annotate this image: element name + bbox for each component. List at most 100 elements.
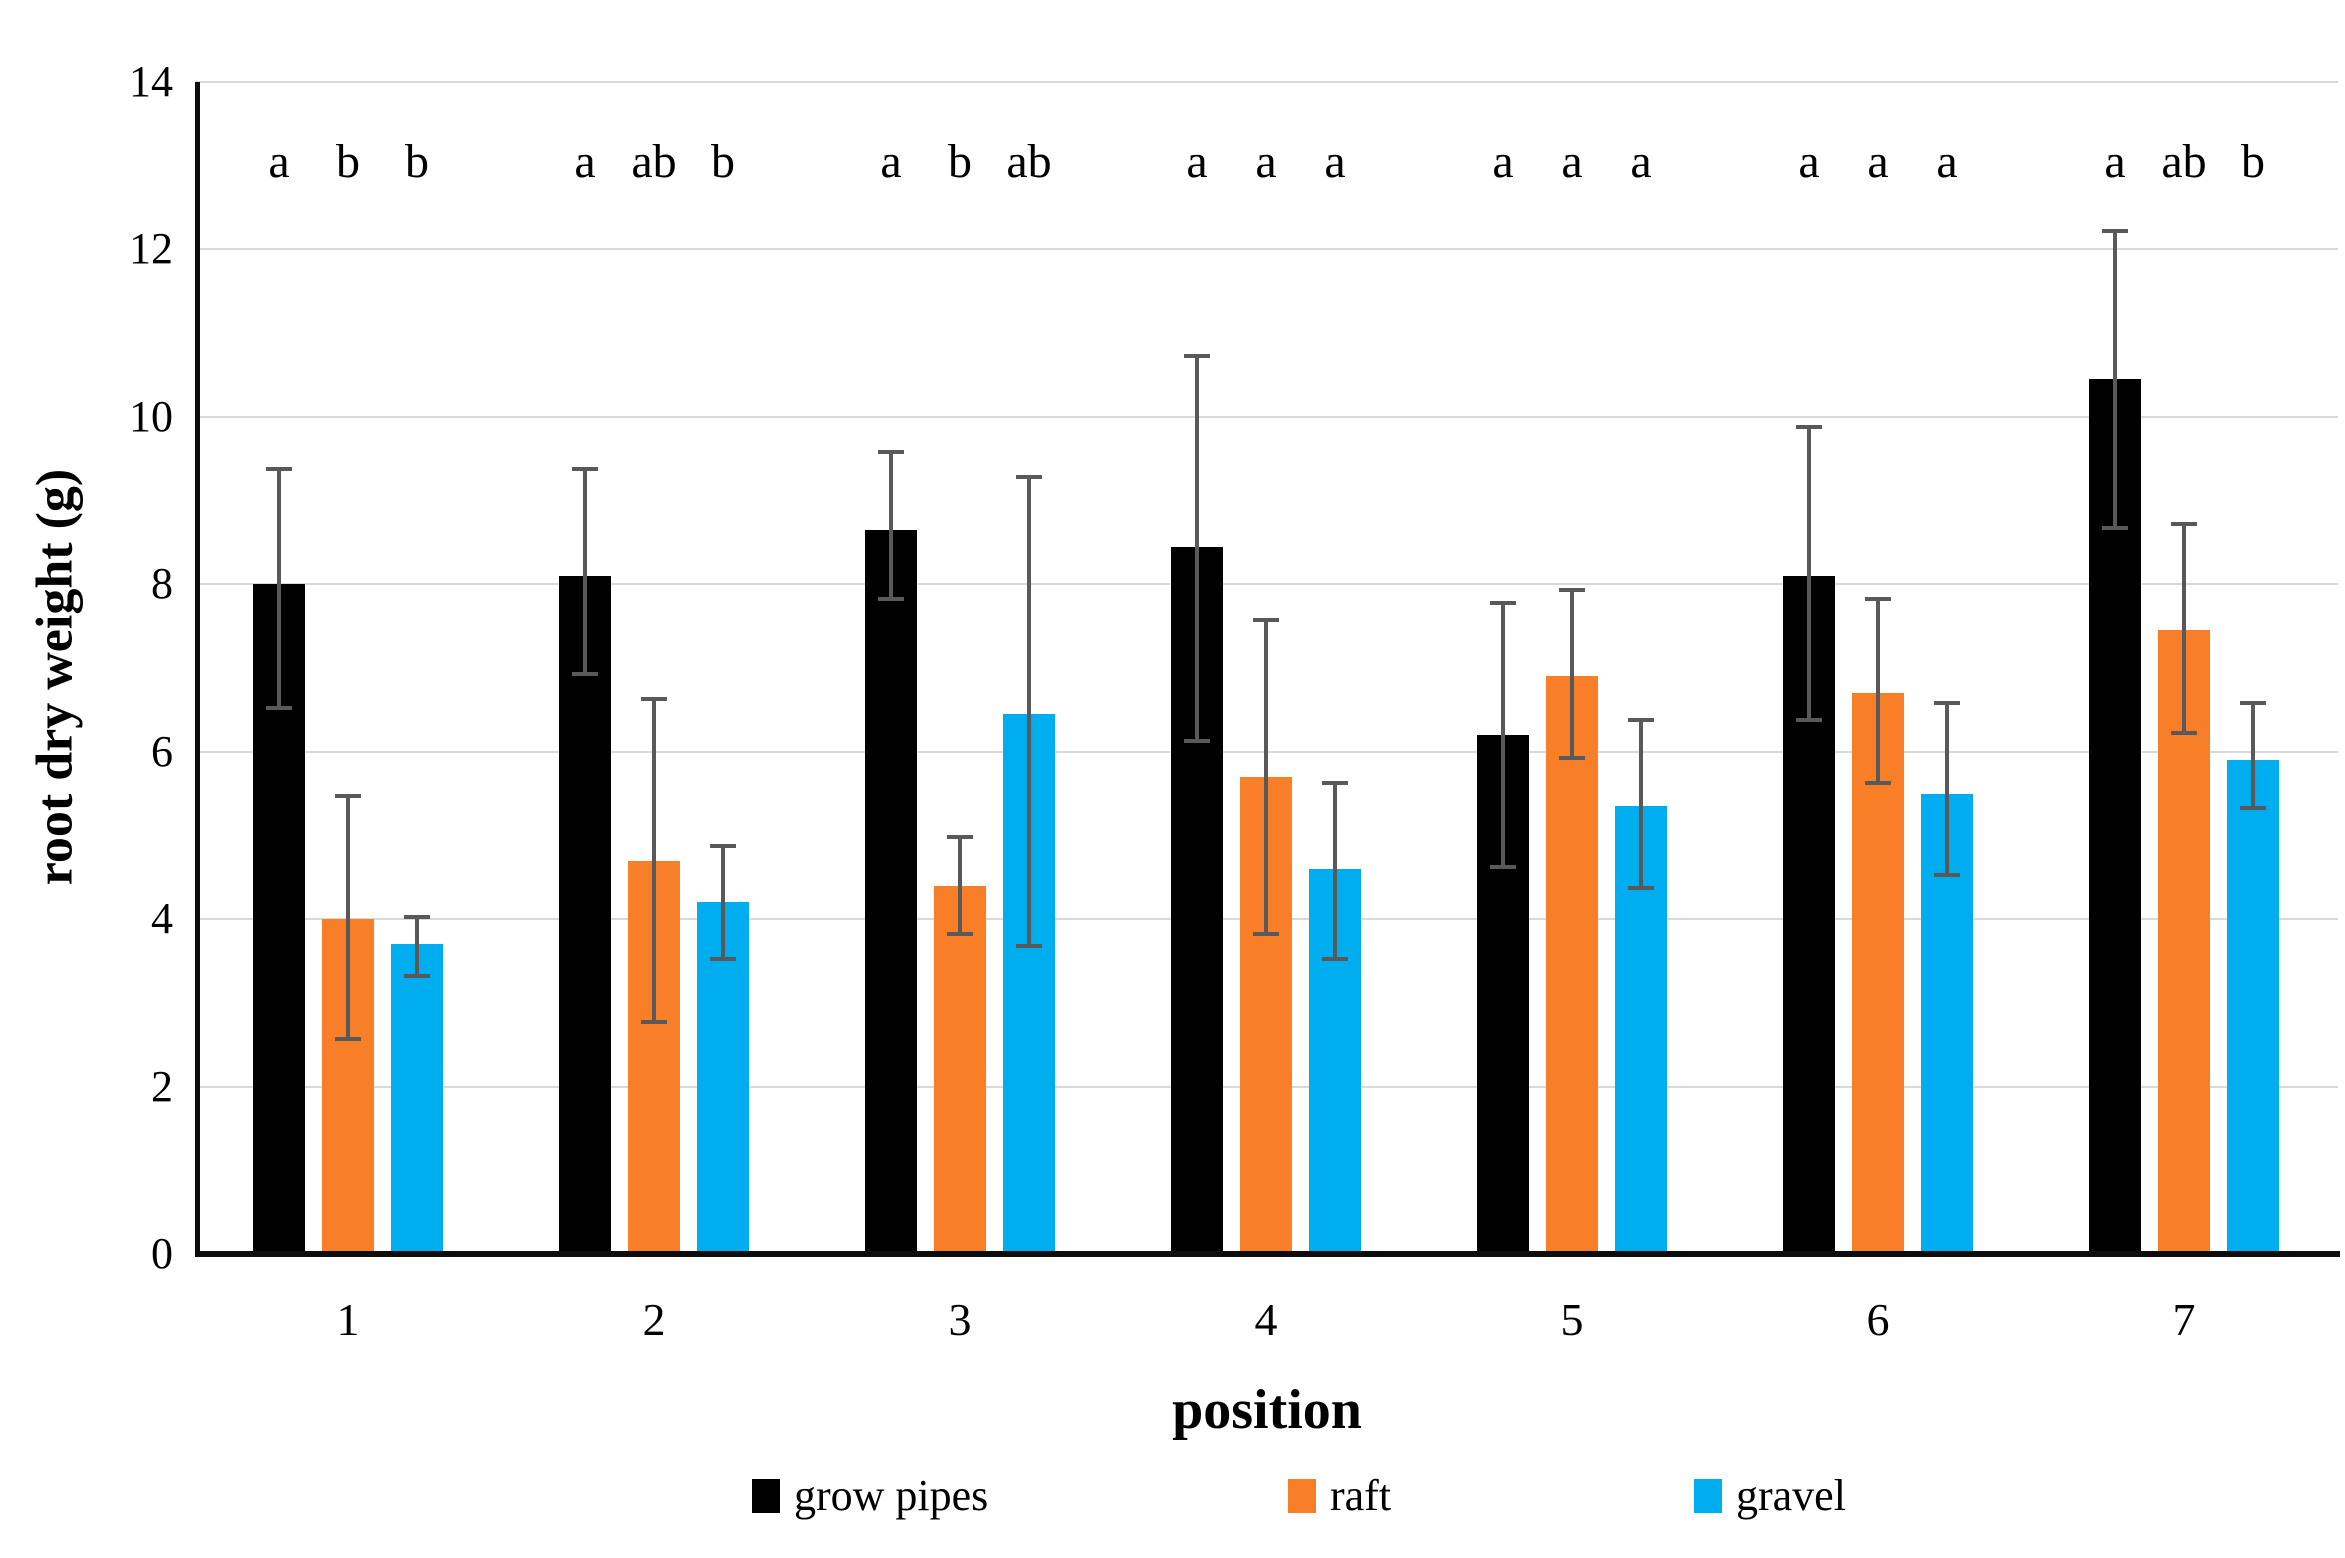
error-bar-cap-bottom: [335, 1036, 361, 1041]
significance-letter: a: [1186, 135, 1208, 188]
significance-letter: a: [1867, 135, 1889, 188]
error-bar-cap-bottom: [710, 957, 736, 961]
error-bar-cap-top: [1490, 601, 1516, 606]
bar-grow-pipes: [559, 575, 611, 1254]
legend-item-grow-pipes: grow pipes: [752, 1468, 988, 1524]
y-tick-label: 12: [129, 224, 173, 274]
x-axis-line: [195, 1251, 2340, 1257]
error-bar-cap-bottom: [1490, 864, 1516, 869]
significance-letter: ab: [1006, 135, 1052, 188]
error-bar-cap-bottom: [266, 705, 292, 710]
error-bar: [583, 467, 587, 677]
significance-letter: a: [1798, 135, 1820, 188]
error-bar-cap-top: [2171, 521, 2197, 526]
significance-letter: a: [1324, 135, 1346, 188]
error-bar-cap-top: [947, 835, 973, 840]
error-bar-cap-top: [641, 697, 667, 702]
error-bar: [2182, 521, 2186, 735]
significance-letter: a: [2104, 135, 2126, 188]
error-bar-cap-bottom: [1253, 931, 1279, 936]
significance-letter: a: [1255, 135, 1277, 188]
legend-swatch-icon: [1288, 1479, 1316, 1513]
legend-label: raft: [1330, 1471, 1392, 1520]
y-tick-label: 8: [151, 559, 173, 609]
error-bar-cap-bottom: [2240, 806, 2266, 811]
error-bar-cap-top: [1559, 588, 1585, 593]
error-bar-cap-bottom: [1322, 957, 1348, 961]
error-bar-cap-top: [404, 914, 430, 919]
significance-letter: a: [1936, 135, 1958, 188]
y-tick-label: 6: [151, 726, 173, 776]
bar-grow-pipes: [865, 529, 917, 1254]
error-bar: [277, 467, 281, 710]
error-bar: [958, 835, 962, 936]
y-tick-label: 2: [151, 1061, 173, 1111]
error-bar-cap-bottom: [1628, 885, 1654, 890]
error-bar-cap-bottom: [572, 672, 598, 677]
error-bar-cap-top: [1322, 781, 1348, 785]
error-bar-cap-top: [1253, 617, 1279, 622]
y-tick-label: 4: [151, 894, 173, 944]
error-bar-cap-top: [266, 467, 292, 472]
error-bar-cap-bottom: [2171, 730, 2197, 735]
legend-swatch-icon: [752, 1479, 780, 1513]
x-tick-label: 7: [2172, 1294, 2196, 1345]
x-tick-label: 4: [1254, 1294, 1278, 1345]
error-bar: [889, 450, 893, 601]
error-bar-cap-bottom: [404, 973, 430, 978]
error-bar-cap-top: [1184, 354, 1210, 359]
legend-label: gravel: [1736, 1471, 1846, 1520]
legend-item-gravel: gravel: [1694, 1468, 1846, 1524]
y-tick-label: 10: [129, 391, 173, 441]
error-bar-cap-bottom: [1796, 718, 1822, 723]
error-bar: [1501, 601, 1505, 869]
error-bar: [346, 793, 350, 1041]
error-bar: [1807, 425, 1811, 723]
error-bar-cap-bottom: [641, 1019, 667, 1024]
error-bar: [1333, 781, 1337, 961]
significance-letter: b: [948, 135, 972, 188]
error-bar-cap-bottom: [947, 931, 973, 936]
bar-raft: [1852, 693, 1904, 1254]
error-bar-cap-bottom: [878, 597, 904, 602]
error-bar: [1195, 354, 1199, 744]
error-bar-cap-bottom: [1016, 944, 1042, 949]
y-axis-line: [195, 82, 200, 1257]
significance-letter: b: [711, 135, 735, 188]
gridline: [195, 583, 2338, 586]
significance-letter: a: [574, 135, 596, 188]
x-tick-label: 2: [642, 1294, 666, 1345]
significance-letter: a: [1492, 135, 1514, 188]
legend-swatch-icon: [1694, 1479, 1722, 1513]
significance-letter: a: [1561, 135, 1583, 188]
bar-gravel: [2227, 760, 2279, 1254]
legend-item-raft: raft: [1288, 1468, 1391, 1524]
significance-letter: a: [880, 135, 902, 188]
significance-letter: b: [336, 135, 360, 188]
bar-raft: [934, 885, 986, 1254]
error-bar-cap-top: [1016, 475, 1042, 480]
error-bar-cap-top: [878, 450, 904, 455]
error-bar: [1570, 588, 1574, 761]
x-tick-label: 3: [948, 1294, 972, 1345]
error-bar-cap-bottom: [1934, 873, 1960, 878]
error-bar-cap-bottom: [2102, 525, 2128, 530]
error-bar: [1027, 475, 1031, 949]
error-bar-cap-bottom: [1184, 739, 1210, 744]
error-bar-cap-top: [572, 467, 598, 472]
error-bar-cap-bottom: [1559, 756, 1585, 761]
significance-letter: b: [2241, 135, 2265, 188]
error-bar-cap-top: [2240, 701, 2266, 706]
y-tick-label: 14: [129, 57, 173, 106]
y-axis-title: root dry weight (g): [26, 468, 84, 886]
error-bar: [2251, 701, 2255, 811]
error-bar-cap-top: [1628, 718, 1654, 723]
significance-letter: ab: [631, 135, 677, 188]
error-bar: [652, 697, 656, 1024]
error-bar: [1639, 718, 1643, 890]
error-bar: [1876, 596, 1880, 786]
error-bar: [721, 843, 725, 961]
gridline: [195, 81, 2338, 83]
x-tick-label: 1: [336, 1294, 360, 1345]
